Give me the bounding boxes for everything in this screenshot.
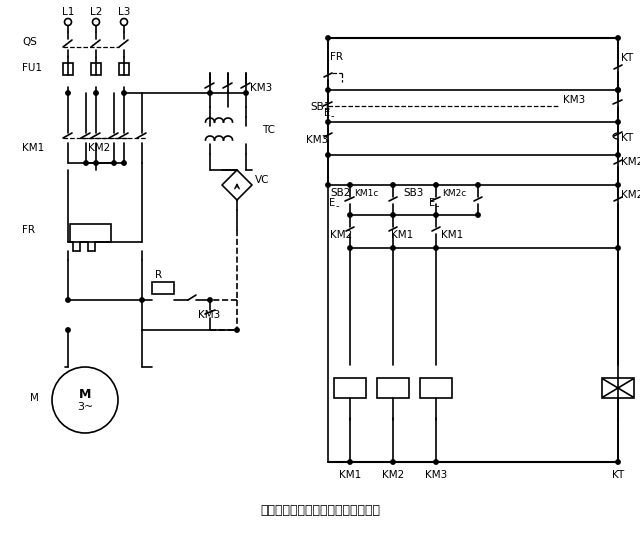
Text: KT: KT: [621, 53, 633, 63]
Text: KM1c: KM1c: [354, 188, 378, 198]
Text: QS: QS: [22, 37, 37, 47]
Text: VC: VC: [255, 175, 269, 185]
Circle shape: [434, 213, 438, 217]
Circle shape: [326, 36, 330, 40]
Circle shape: [391, 246, 396, 250]
Circle shape: [326, 183, 330, 187]
Circle shape: [616, 153, 620, 157]
Circle shape: [208, 298, 212, 302]
Circle shape: [122, 91, 126, 95]
Text: KM3: KM3: [563, 95, 585, 105]
Circle shape: [235, 328, 239, 332]
Circle shape: [348, 460, 352, 464]
Text: 电动机可逆运行的能耗制动控制线路: 电动机可逆运行的能耗制动控制线路: [260, 503, 380, 517]
Text: -: -: [336, 201, 339, 211]
Text: E: E: [429, 198, 435, 208]
Circle shape: [616, 88, 620, 92]
Text: E: E: [329, 198, 335, 208]
Text: KM2c: KM2c: [442, 188, 467, 198]
Text: FR: FR: [22, 225, 35, 235]
Text: TC: TC: [262, 125, 275, 135]
Circle shape: [326, 120, 330, 124]
Text: KM3: KM3: [250, 83, 272, 93]
Circle shape: [391, 183, 396, 187]
Circle shape: [140, 298, 144, 302]
Text: KM1: KM1: [22, 143, 44, 153]
Text: E: E: [324, 108, 330, 118]
Text: SB3: SB3: [403, 188, 424, 198]
Circle shape: [66, 298, 70, 302]
Text: KM2: KM2: [330, 230, 352, 240]
Text: R: R: [155, 270, 162, 280]
Text: M: M: [30, 393, 39, 403]
Text: 3~: 3~: [77, 402, 93, 412]
Circle shape: [616, 460, 620, 464]
Circle shape: [326, 153, 330, 157]
Circle shape: [326, 88, 330, 92]
Text: KT: KT: [621, 133, 633, 143]
Circle shape: [616, 246, 620, 250]
Text: L2: L2: [90, 7, 102, 17]
Circle shape: [122, 161, 126, 165]
Bar: [63, 63, 73, 75]
Circle shape: [348, 213, 352, 217]
Circle shape: [66, 328, 70, 332]
Bar: [602, 378, 634, 398]
Circle shape: [391, 213, 396, 217]
Text: KM1: KM1: [339, 470, 361, 480]
Bar: [420, 378, 452, 398]
Text: FU1: FU1: [22, 63, 42, 73]
Circle shape: [616, 88, 620, 92]
Text: L1: L1: [62, 7, 74, 17]
Text: KT: KT: [612, 470, 624, 480]
Text: KM2: KM2: [621, 157, 640, 167]
Circle shape: [84, 161, 88, 165]
Circle shape: [348, 246, 352, 250]
Circle shape: [476, 213, 480, 217]
Text: KM2: KM2: [382, 470, 404, 480]
Circle shape: [476, 183, 480, 187]
Text: -: -: [331, 111, 335, 121]
Text: -: -: [436, 201, 440, 211]
Text: FR: FR: [330, 52, 343, 62]
Circle shape: [348, 183, 352, 187]
Text: KM2: KM2: [88, 143, 110, 153]
Text: SB1: SB1: [310, 102, 330, 112]
Text: SB2: SB2: [330, 188, 350, 198]
Bar: [119, 63, 129, 75]
Text: KM3: KM3: [198, 310, 220, 320]
Circle shape: [616, 183, 620, 187]
Text: KM2: KM2: [621, 190, 640, 200]
Circle shape: [616, 120, 620, 124]
Circle shape: [94, 161, 98, 165]
Bar: [91, 63, 101, 75]
Circle shape: [66, 91, 70, 95]
Text: KM1: KM1: [391, 230, 413, 240]
Circle shape: [434, 246, 438, 250]
Text: L3: L3: [118, 7, 130, 17]
Circle shape: [112, 161, 116, 165]
Circle shape: [434, 460, 438, 464]
Circle shape: [94, 91, 98, 95]
Text: KM3: KM3: [425, 470, 447, 480]
Bar: [334, 378, 366, 398]
Bar: [70, 224, 111, 242]
Circle shape: [391, 460, 396, 464]
Bar: [152, 282, 174, 294]
Bar: [377, 378, 409, 398]
Circle shape: [434, 183, 438, 187]
Circle shape: [208, 91, 212, 95]
Text: KM3: KM3: [306, 135, 328, 145]
Circle shape: [244, 91, 248, 95]
Text: M: M: [79, 388, 91, 401]
Circle shape: [616, 36, 620, 40]
Text: KM1: KM1: [441, 230, 463, 240]
